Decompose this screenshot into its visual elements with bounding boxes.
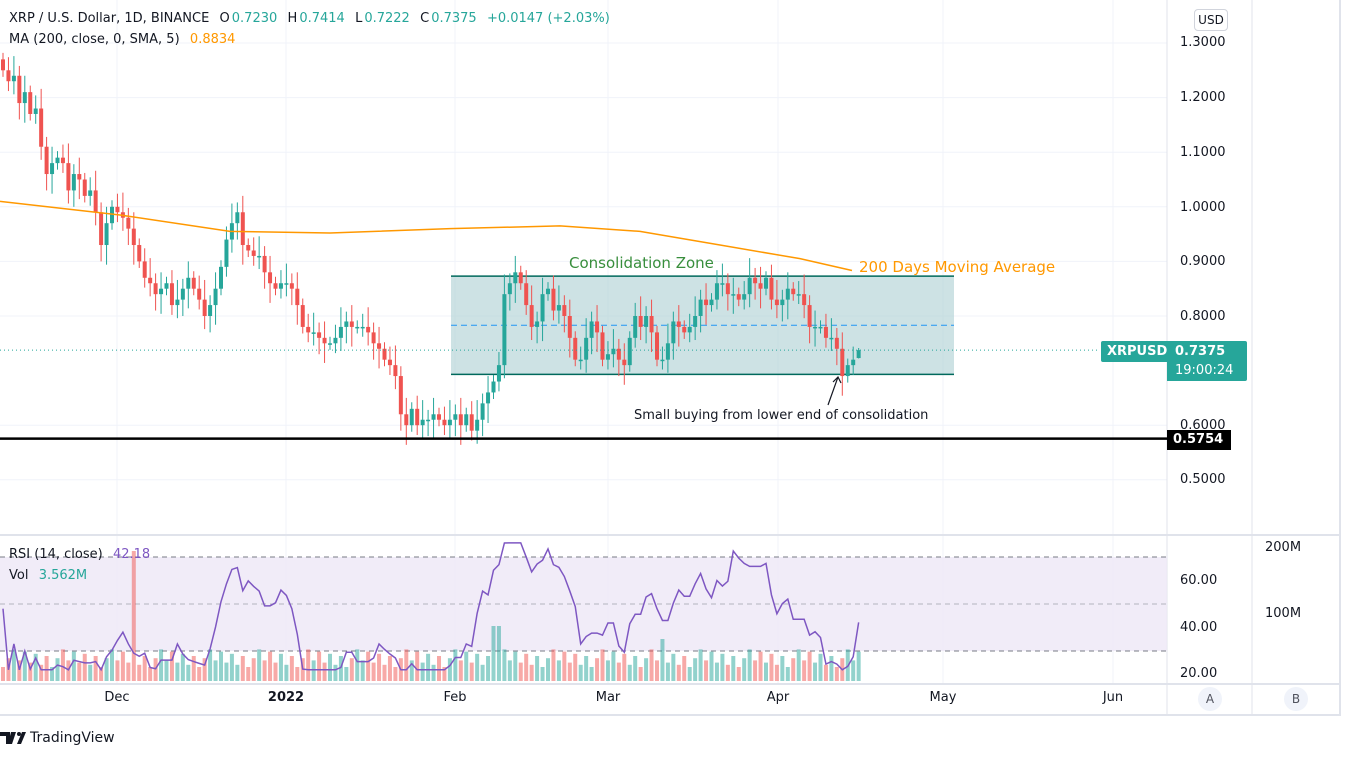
consolidation-zone-label: Consolidation Zone	[569, 254, 714, 272]
vol-value: 3.562M	[38, 568, 88, 583]
support-level-tag: 0.5754	[1167, 430, 1231, 450]
tradingview-logo[interactable]: TradingView	[0, 729, 115, 747]
close-value: 0.7375	[431, 11, 477, 26]
vol-legend[interactable]: Vol 3.562M	[9, 567, 89, 585]
time-tick: Mar	[595, 690, 621, 705]
price-tick: 0.8000	[1180, 309, 1226, 324]
price-tick: 0.6000	[1180, 418, 1226, 433]
rsi-tick: 20.00	[1180, 666, 1218, 681]
price-tick: 1.3000	[1180, 35, 1226, 50]
time-tick: May	[929, 690, 957, 705]
price-tick: 1.1000	[1180, 145, 1226, 160]
last-price-tag: 0.7375 19:00:24	[1167, 341, 1247, 381]
price-tick: 0.5000	[1180, 472, 1226, 487]
price-tick: 0.9000	[1180, 254, 1226, 269]
close-label: C	[420, 11, 430, 26]
pane-b-button[interactable]: B	[1284, 687, 1308, 711]
vol-tick: 100M	[1265, 606, 1302, 621]
buying-note: Small buying from lower end of consolida…	[634, 408, 929, 423]
rsi-legend[interactable]: RSI (14, close) 42.18	[9, 546, 152, 564]
ma-value: 0.8834	[189, 32, 236, 47]
time-tick: 2022	[267, 690, 305, 705]
time-tick: Dec	[104, 690, 130, 705]
price-tick: 1.0000	[1180, 200, 1226, 215]
vol-label: Vol	[9, 568, 29, 583]
change-value: +0.0147 (+2.03%)	[486, 11, 610, 26]
symbol-legend: XRP / U.S. Dollar, 1D, BINANCE O 0.7230 H…	[9, 10, 612, 28]
time-tick: Jun	[1102, 690, 1124, 705]
symbol-title: XRP / U.S. Dollar, 1D, BINANCE	[9, 11, 210, 26]
time-tick: Feb	[443, 690, 467, 705]
low-label: L	[355, 11, 363, 26]
ma-annotation-label: 200 Days Moving Average	[859, 258, 1056, 276]
bar-countdown: 19:00:24	[1175, 363, 1234, 378]
rsi-tick: 60.00	[1180, 573, 1218, 588]
high-value: 0.7414	[299, 11, 345, 26]
open-label: O	[219, 11, 230, 26]
high-label: H	[287, 11, 298, 26]
low-value: 0.7222	[364, 11, 410, 26]
currency-button[interactable]: USD	[1194, 9, 1228, 31]
chart-canvas[interactable]	[0, 0, 1345, 716]
vol-tick: 200M	[1265, 540, 1302, 555]
tradingview-logo-icon	[0, 732, 26, 744]
ma-label: MA (200, close, 0, SMA, 5)	[9, 32, 180, 47]
logo-text: TradingView	[30, 730, 115, 746]
rsi-label: RSI (14, close)	[9, 547, 103, 562]
rsi-tick: 40.00	[1180, 620, 1218, 635]
open-value: 0.7230	[231, 11, 278, 26]
time-tick: Apr	[766, 690, 790, 705]
ma-legend[interactable]: MA (200, close, 0, SMA, 5) 0.8834	[9, 31, 237, 49]
rsi-value: 42.18	[112, 547, 151, 562]
last-price: 0.7375	[1175, 344, 1226, 359]
pane-a-button[interactable]: A	[1198, 687, 1222, 711]
price-tick: 1.2000	[1180, 90, 1226, 105]
last-symbol-tag: XRPUSD	[1101, 341, 1168, 362]
chart-frame	[0, 0, 1341, 716]
